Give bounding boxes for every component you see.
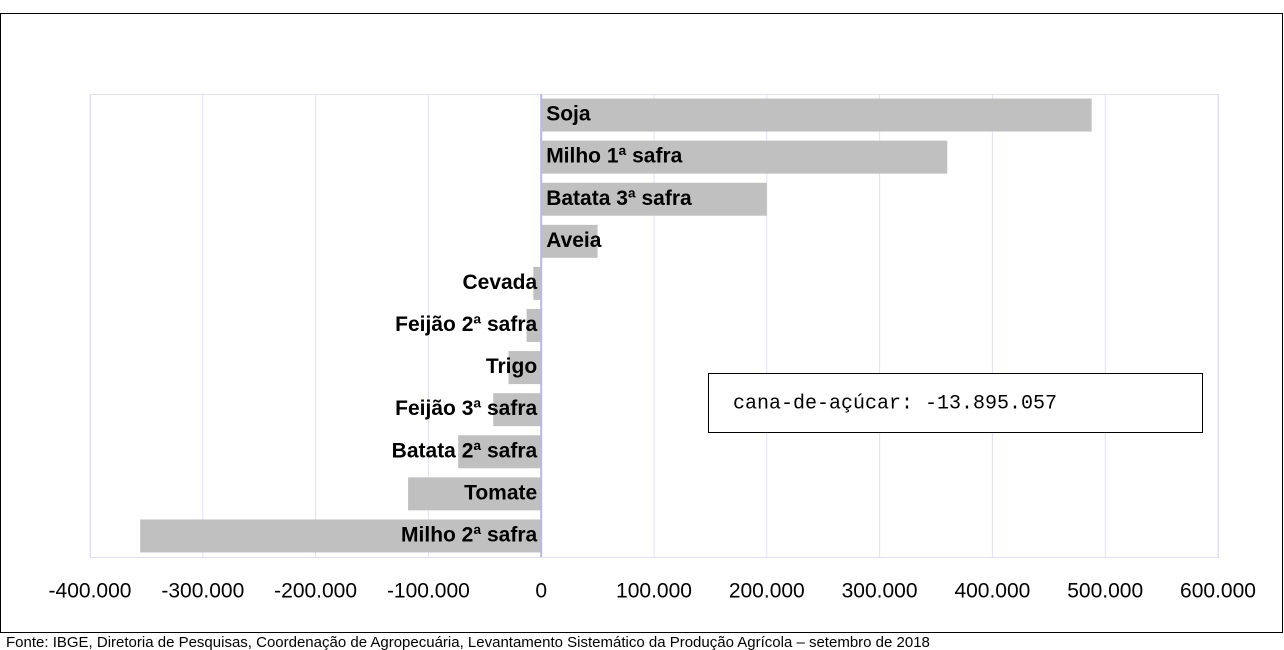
x-tick-label: 500.000 [1067,580,1143,603]
bar [140,519,542,553]
x-tick-label: 100.000 [616,580,692,603]
bar [541,182,767,216]
bar [533,266,542,300]
x-tick-label: 300.000 [842,580,918,603]
x-tick-label: 200.000 [729,580,805,603]
bar [493,393,542,427]
bar [541,140,948,174]
x-tick-label: -300.000 [161,580,244,603]
bar-label: Cevada [462,271,537,294]
x-tick-label: 400.000 [954,580,1030,603]
bar-label: Tomate [464,481,537,504]
x-tick-label: -200.000 [274,580,357,603]
bar [408,477,542,511]
bar [541,224,598,258]
bar [508,351,542,385]
x-tick-label: 0 [535,580,547,603]
x-tick-label: 600.000 [1180,580,1256,603]
bar [541,98,1092,132]
bar-label: Milho 2ª safra [401,524,537,547]
bar-label: Aveia [546,229,602,252]
bar [526,309,542,342]
x-tick-label: -400.000 [49,580,132,603]
annotation-box [708,373,1203,433]
bar [458,435,542,469]
bar-label: Trigo [486,355,537,378]
frame [0,13,1283,633]
source: Fonte: IBGE, Diretoria de Pesquisas, Coo… [6,634,930,650]
bar-label: Soja [546,103,591,126]
x-tick-label: -100.000 [387,580,470,603]
bar-label: Batata 3ª safra [546,187,692,210]
annotation: cana-de-açúcar: -13.895.057 [733,392,1057,415]
bar-label: Batata 2ª safra [392,439,538,462]
bar-label: Milho 1ª safra [546,145,682,168]
bar-label: Feijão 3ª safra [395,397,537,420]
bar-label: Feijão 2ª safra [395,313,537,336]
